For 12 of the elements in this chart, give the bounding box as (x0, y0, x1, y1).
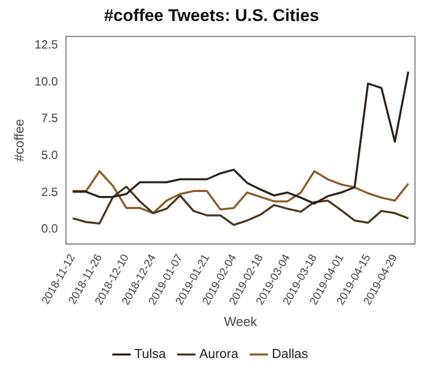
legend-label: Dallas (272, 346, 308, 362)
y-tick-label: 0.0 (41, 222, 58, 236)
legend-label: Aurora (199, 346, 240, 362)
chart-title: #coffee Tweets: U.S. Cities (104, 6, 320, 25)
y-tick-label: 7.5 (41, 111, 58, 126)
y-tick-label: 10.0 (34, 74, 58, 88)
x-axis-title: Week (224, 314, 258, 329)
y-axis-title: #coffee (11, 119, 26, 162)
legend-label: Tulsa (134, 346, 167, 362)
y-tick-label: 5.0 (41, 148, 58, 162)
y-tick-label: 12.5 (34, 38, 58, 52)
y-tick-label: 2.5 (41, 184, 58, 199)
